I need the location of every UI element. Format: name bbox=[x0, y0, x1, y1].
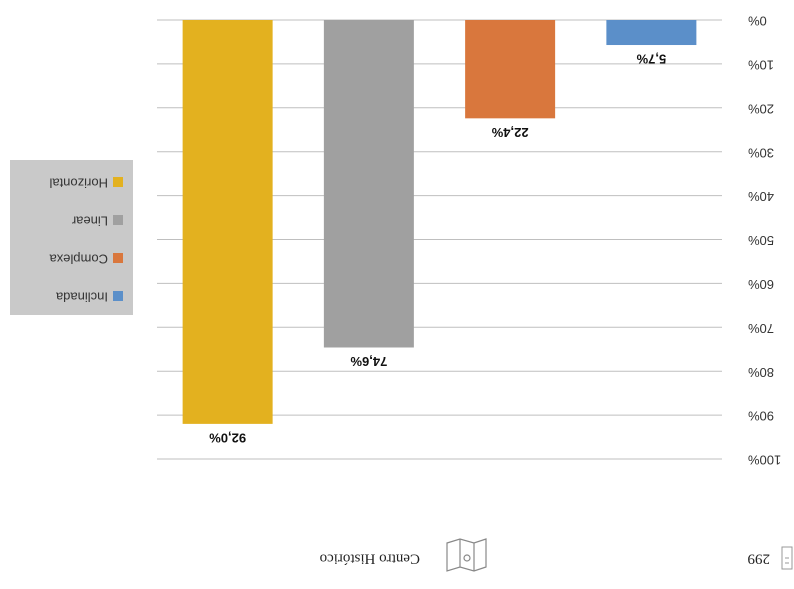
legend-label: Complexa bbox=[49, 252, 108, 267]
bar bbox=[465, 20, 556, 119]
header-icon bbox=[781, 546, 793, 570]
legend-swatch bbox=[113, 253, 123, 263]
legend-label: Linear bbox=[71, 214, 108, 229]
legend-label: Inclinada bbox=[55, 290, 108, 305]
y-tick-label: 60% bbox=[748, 277, 774, 292]
section-title: Centro Histórico bbox=[320, 551, 420, 567]
bar bbox=[323, 20, 414, 348]
map-icon bbox=[446, 538, 487, 572]
y-tick-label: 80% bbox=[748, 365, 774, 380]
y-tick-label: 100% bbox=[748, 453, 782, 468]
bar bbox=[606, 20, 697, 46]
y-tick-label: 10% bbox=[748, 57, 774, 72]
y-tick-label: 30% bbox=[748, 145, 774, 160]
value-label: 5,7% bbox=[636, 52, 666, 67]
y-tick-label: 20% bbox=[748, 101, 774, 116]
bar bbox=[182, 20, 273, 424]
legend-label: Horizontal bbox=[49, 176, 108, 191]
y-tick-label: 50% bbox=[748, 233, 774, 248]
page-number: 299 bbox=[748, 551, 771, 567]
legend-swatch bbox=[113, 177, 123, 187]
legend-swatch bbox=[113, 215, 123, 225]
y-tick-label: 90% bbox=[748, 409, 774, 424]
value-label: 22,4% bbox=[491, 125, 528, 140]
y-tick-label: 70% bbox=[748, 321, 774, 336]
legend-box bbox=[10, 160, 133, 315]
value-label: 92,0% bbox=[209, 430, 246, 445]
value-label: 74,6% bbox=[350, 354, 387, 369]
legend-swatch bbox=[113, 291, 123, 301]
y-tick-label: 0% bbox=[748, 14, 767, 29]
y-tick-label: 40% bbox=[748, 189, 774, 204]
